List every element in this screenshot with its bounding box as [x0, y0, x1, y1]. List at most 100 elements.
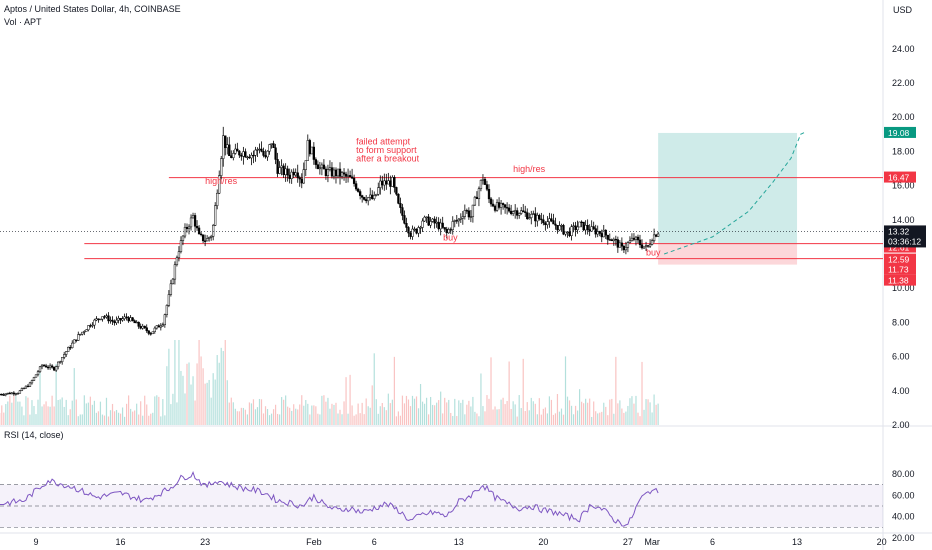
volume-bar — [399, 415, 402, 425]
candle-body — [453, 220, 456, 222]
candle-body — [342, 172, 346, 175]
candle-body — [461, 216, 464, 219]
rsi-tick-label: 20.00 — [892, 533, 915, 543]
time-tick-label: 13 — [454, 537, 464, 547]
volume-bar — [421, 401, 424, 425]
volume-bar — [617, 403, 619, 425]
candle-body — [344, 173, 348, 177]
price-label-value: 12.59 — [888, 255, 910, 265]
candle-body — [427, 216, 430, 226]
candle-body — [266, 150, 269, 158]
candle-body — [97, 318, 100, 320]
candle-body — [417, 227, 420, 234]
volume-bar — [75, 399, 77, 425]
candle-body — [48, 365, 52, 368]
volume-bar — [21, 406, 23, 425]
candle-body — [433, 218, 436, 224]
volume-bar — [593, 401, 595, 425]
candle-body — [499, 203, 503, 208]
candle-body — [614, 238, 617, 241]
volume-bar — [272, 409, 275, 425]
candle-body — [650, 240, 654, 245]
candle-body — [306, 140, 309, 161]
volume-bar — [538, 398, 540, 425]
price-label-badge — [884, 274, 916, 286]
volume-bar — [289, 407, 291, 425]
volume-bar — [438, 400, 440, 425]
time-tick-label: 9 — [33, 537, 38, 547]
volume-bar — [226, 380, 228, 425]
volume-bar — [81, 414, 83, 425]
volume-bar — [643, 409, 645, 425]
candle-body — [67, 347, 70, 352]
volume-bar — [144, 395, 146, 425]
candle-body — [14, 393, 18, 395]
volume-bar — [174, 340, 176, 425]
candle-body — [401, 207, 404, 216]
volume-bar — [464, 414, 466, 425]
volume-bar — [293, 404, 295, 425]
volume-bar — [504, 404, 506, 425]
candle-body — [220, 158, 223, 176]
volume-bar — [629, 398, 631, 425]
volume-bar — [309, 414, 311, 425]
volume-bar — [303, 405, 305, 425]
candle-body — [558, 225, 561, 231]
volume-bar — [462, 399, 464, 425]
candle-body — [475, 196, 479, 200]
candle-body — [340, 172, 344, 177]
volume-bar — [198, 340, 200, 425]
candle-body — [18, 390, 22, 394]
volume-bar — [337, 413, 339, 425]
candle-body — [463, 210, 466, 217]
volume-bar — [45, 401, 47, 425]
volume-bar — [266, 409, 269, 425]
rsi-indicator-label: RSI (14, close) — [4, 430, 64, 440]
candle-body — [373, 195, 376, 199]
chart-annotation: high/res — [205, 176, 238, 186]
candle-body — [260, 148, 263, 152]
volume-bar — [536, 414, 538, 425]
volume-bar — [353, 415, 355, 425]
volume-bar — [486, 395, 488, 425]
candle-body — [471, 204, 475, 217]
volume-bar — [196, 363, 198, 425]
candle-body — [4, 393, 7, 396]
volume-bar — [138, 414, 140, 425]
rsi-tick-label: 80.00 — [892, 469, 915, 479]
volume-bar — [69, 409, 71, 425]
candle-body — [556, 225, 559, 231]
price-label-value: 11.38 — [888, 276, 909, 286]
volume-bar — [488, 398, 490, 425]
candle-body — [119, 317, 122, 321]
candle-body — [272, 143, 275, 149]
candle-body — [598, 231, 601, 234]
volume-bar — [391, 399, 393, 425]
candle-body — [550, 218, 553, 221]
candle-body — [77, 334, 80, 341]
candle-body — [141, 325, 144, 329]
candle-body — [179, 240, 183, 252]
volume-bar — [222, 351, 224, 425]
price-label-badge — [884, 171, 916, 183]
candle-body — [632, 237, 636, 240]
volume-bar — [478, 416, 480, 425]
volume-bar — [566, 396, 569, 425]
volume-bar — [425, 397, 428, 425]
volume-bar — [520, 408, 522, 425]
volume-bar — [172, 393, 174, 425]
candle-body — [61, 357, 64, 363]
volume-bar — [365, 398, 367, 425]
candle-body — [530, 214, 533, 218]
volume-bar — [512, 401, 514, 425]
candle-body — [429, 221, 432, 226]
volume-bar — [274, 404, 277, 425]
volume-bar — [190, 384, 192, 425]
candle-body — [574, 225, 577, 231]
candle-body — [210, 236, 213, 238]
volume-bar — [192, 376, 194, 425]
volume-bar — [502, 397, 504, 425]
volume-bar — [176, 402, 178, 425]
candle-body — [383, 180, 386, 186]
